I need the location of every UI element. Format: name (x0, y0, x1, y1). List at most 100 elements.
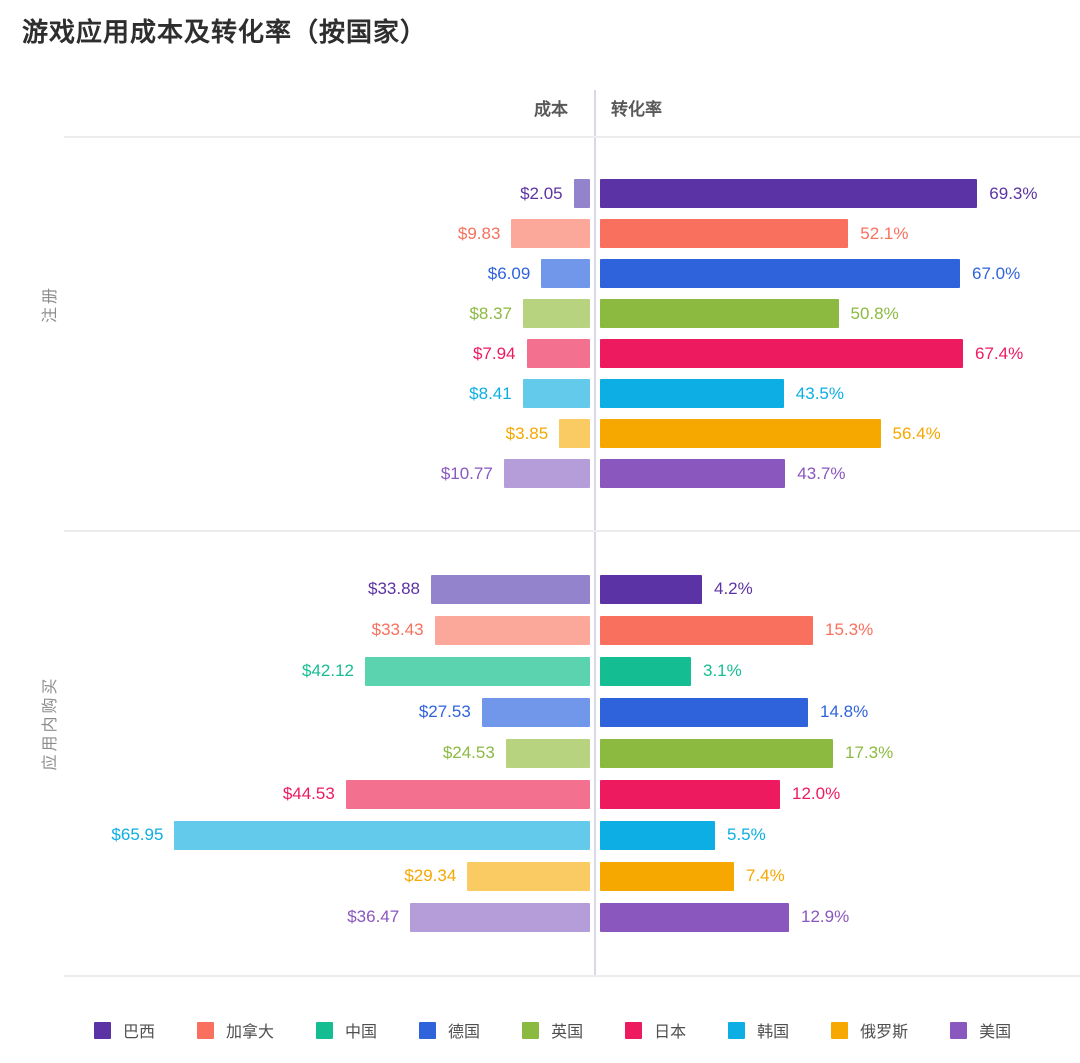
conversion-bar-registration-usa[interactable] (600, 459, 786, 488)
conversion-value-in-app-purchase-usa: 12.9% (801, 907, 850, 926)
legend-label-uk: 英国 (551, 1024, 584, 1041)
legend: 巴西 加拿大 中国 德国 英国 日本 韩国 俄罗斯 美国 (94, 1018, 1011, 1042)
cost-bar-registration-canada[interactable] (511, 219, 590, 248)
cost-value-registration-japan: $7.94 (472, 343, 516, 363)
cost-side: $42.12 (0, 656, 590, 686)
row-registration-usa: $10.77 43.7% (0, 459, 1080, 488)
cost-column-header: 成本 (534, 100, 568, 119)
pane-in-app-purchase: 应用内购买 $33.88 4.2% $33.43 15.3% $42.12 3.… (0, 531, 1080, 975)
cost-bar-registration-brazil[interactable] (573, 179, 590, 208)
cost-bar-in-app-purchase-korea[interactable] (174, 820, 590, 850)
cost-bar-in-app-purchase-russia[interactable] (467, 861, 590, 891)
cost-bar-registration-usa[interactable] (503, 459, 590, 488)
conversion-side: 67.0% (600, 259, 1020, 288)
pane-border-top (64, 136, 1080, 138)
cost-bar-in-app-purchase-uk[interactable] (505, 738, 590, 768)
row-registration-brazil: $2.05 69.3% (0, 179, 1080, 208)
cost-side: $65.95 (0, 820, 590, 850)
legend-label-japan: 日本 (654, 1024, 687, 1041)
cost-value-in-app-purchase-brazil: $33.88 (368, 579, 420, 598)
conversion-side: 5.5% (600, 820, 766, 850)
cost-value-in-app-purchase-russia: $29.34 (404, 866, 457, 885)
pane-rows: $33.88 4.2% $33.43 15.3% $42.12 3.1% $27… (0, 531, 1080, 975)
conversion-side: 7.4% (600, 861, 785, 891)
cost-bar-in-app-purchase-germany[interactable] (481, 697, 590, 727)
cost-bar-in-app-purchase-canada[interactable] (434, 615, 590, 645)
legend-item-russia[interactable]: 俄罗斯 (831, 1018, 908, 1042)
row-registration-germany: $6.09 67.0% (0, 259, 1080, 288)
conversion-value-registration-korea: 43.5% (795, 383, 844, 403)
conversion-side: 67.4% (600, 339, 1023, 368)
legend-label-germany: 德国 (448, 1024, 481, 1041)
cost-bar-registration-uk[interactable] (523, 299, 590, 328)
row-registration-canada: $9.83 52.1% (0, 219, 1080, 248)
conversion-bar-in-app-purchase-usa[interactable] (600, 902, 789, 932)
conversion-bar-registration-brazil[interactable] (600, 179, 978, 208)
cost-bar-registration-japan[interactable] (526, 339, 590, 368)
legend-swatch-icon-russia (831, 1021, 849, 1039)
legend-item-usa[interactable]: 美国 (950, 1018, 1011, 1042)
cost-side: $8.37 (0, 299, 590, 328)
pane-label-in-app-purchase: 应用内购买 (42, 675, 59, 771)
conversion-side: 50.8% (600, 299, 899, 328)
conversion-column-header: 转化率 (611, 100, 662, 119)
cost-value-registration-korea: $8.41 (469, 383, 512, 403)
pane-registration: 注册 $2.05 69.3% $9.83 52.1% $6.09 67.0% (0, 137, 1080, 530)
legend-item-uk[interactable]: 英国 (522, 1018, 583, 1042)
cost-bar-in-app-purchase-brazil[interactable] (431, 574, 590, 604)
conversion-bar-in-app-purchase-uk[interactable] (600, 738, 833, 768)
cost-bar-registration-korea[interactable] (522, 379, 590, 408)
conversion-value-in-app-purchase-uk: 17.3% (845, 743, 894, 762)
conversion-value-registration-germany: 67.0% (972, 263, 1021, 283)
cost-side: $7.94 (0, 339, 590, 368)
conversion-bar-in-app-purchase-korea[interactable] (600, 820, 715, 850)
conversion-side: 3.1% (600, 656, 742, 686)
cost-value-registration-russia: $3.85 (505, 423, 549, 443)
cost-value-in-app-purchase-usa: $36.47 (347, 907, 400, 926)
row-in-app-purchase-brazil: $33.88 4.2% (0, 574, 1080, 604)
cost-side: $33.88 (0, 574, 590, 604)
cost-bar-registration-germany[interactable] (541, 259, 590, 288)
conversion-side: 43.5% (600, 379, 844, 408)
legend-item-brazil[interactable]: 巴西 (94, 1018, 155, 1042)
conversion-bar-registration-korea[interactable] (600, 379, 784, 408)
row-in-app-purchase-usa: $36.47 12.9% (0, 902, 1080, 932)
cost-side: $9.83 (0, 219, 590, 248)
conversion-bar-in-app-purchase-japan[interactable] (600, 779, 780, 809)
conversion-bar-registration-japan[interactable] (600, 339, 963, 368)
conversion-side: 69.3% (600, 179, 1038, 208)
conversion-bar-registration-russia[interactable] (600, 419, 881, 448)
legend-label-russia: 俄罗斯 (860, 1024, 909, 1041)
cost-bar-in-app-purchase-china[interactable] (365, 656, 590, 686)
conversion-bar-registration-canada[interactable] (600, 219, 849, 248)
conversion-side: 12.9% (600, 902, 850, 932)
cost-value-registration-brazil: $2.05 (520, 183, 563, 203)
cost-value-in-app-purchase-canada: $33.43 (371, 620, 424, 639)
conversion-side: 17.3% (600, 738, 894, 768)
conversion-value-registration-brazil: 69.3% (989, 183, 1038, 203)
cost-bar-in-app-purchase-usa[interactable] (410, 902, 590, 932)
conversion-bar-in-app-purchase-russia[interactable] (600, 861, 734, 891)
conversion-bar-in-app-purchase-china[interactable] (600, 656, 691, 686)
legend-item-germany[interactable]: 德国 (419, 1018, 480, 1042)
conversion-bar-registration-germany[interactable] (600, 259, 960, 288)
legend-item-japan[interactable]: 日本 (625, 1018, 686, 1042)
row-in-app-purchase-korea: $65.95 5.5% (0, 820, 1080, 850)
cost-bar-in-app-purchase-japan[interactable] (345, 779, 590, 809)
legend-item-china[interactable]: 中国 (316, 1018, 377, 1042)
legend-item-canada[interactable]: 加拿大 (197, 1018, 274, 1042)
conversion-bar-registration-uk[interactable] (600, 299, 839, 328)
legend-item-korea[interactable]: 韩国 (728, 1018, 789, 1042)
row-registration-uk: $8.37 50.8% (0, 299, 1080, 328)
conversion-bar-in-app-purchase-brazil[interactable] (600, 574, 702, 604)
cost-bar-registration-russia[interactable] (559, 419, 590, 448)
conversion-value-in-app-purchase-canada: 15.3% (825, 620, 874, 639)
conversion-bar-in-app-purchase-canada[interactable] (600, 615, 813, 645)
legend-label-usa: 美国 (979, 1024, 1012, 1041)
legend-swatch-icon-japan (625, 1021, 643, 1039)
conversion-bar-in-app-purchase-germany[interactable] (600, 697, 808, 727)
cost-value-registration-germany: $6.09 (487, 263, 531, 283)
cost-value-in-app-purchase-uk: $24.53 (442, 743, 495, 762)
conversion-value-registration-usa: 43.7% (797, 463, 846, 483)
